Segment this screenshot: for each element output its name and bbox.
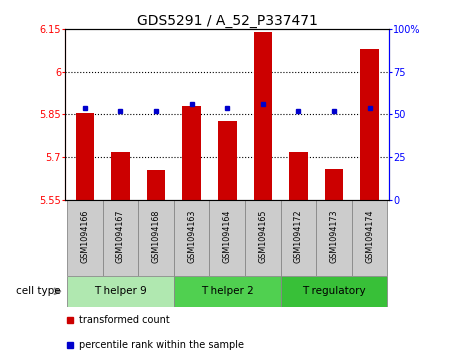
Bar: [147, 170, 165, 200]
Text: GSM1094174: GSM1094174: [365, 209, 374, 263]
Bar: [245, 200, 281, 276]
Bar: [218, 121, 237, 200]
Text: percentile rank within the sample: percentile rank within the sample: [79, 340, 244, 350]
Bar: [103, 200, 138, 276]
Bar: [316, 200, 352, 276]
Bar: [325, 169, 343, 200]
Text: GSM1094166: GSM1094166: [81, 209, 90, 263]
Text: GSM1094172: GSM1094172: [294, 209, 303, 263]
Text: GSM1094163: GSM1094163: [187, 209, 196, 263]
Bar: [182, 106, 201, 200]
Bar: [209, 200, 245, 276]
Text: GSM1094164: GSM1094164: [223, 209, 232, 263]
Bar: [76, 113, 94, 200]
Text: T regulatory: T regulatory: [302, 286, 366, 296]
Bar: [174, 200, 209, 276]
Text: cell type: cell type: [16, 286, 61, 296]
Bar: [360, 49, 379, 200]
Text: transformed count: transformed count: [79, 315, 170, 326]
Bar: [174, 276, 281, 307]
Text: T helper 2: T helper 2: [201, 286, 254, 296]
Text: GSM1094173: GSM1094173: [329, 209, 338, 263]
Bar: [111, 152, 130, 200]
Text: T helper 9: T helper 9: [94, 286, 147, 296]
Text: GSM1094165: GSM1094165: [258, 209, 267, 263]
Bar: [352, 200, 387, 276]
Text: GSM1094168: GSM1094168: [152, 209, 161, 263]
Title: GDS5291 / A_52_P337471: GDS5291 / A_52_P337471: [137, 14, 318, 28]
Bar: [67, 276, 174, 307]
Bar: [289, 152, 308, 200]
Text: GSM1094167: GSM1094167: [116, 209, 125, 263]
Bar: [254, 32, 272, 200]
Bar: [281, 200, 316, 276]
Bar: [281, 276, 387, 307]
Bar: [138, 200, 174, 276]
Bar: [67, 200, 103, 276]
